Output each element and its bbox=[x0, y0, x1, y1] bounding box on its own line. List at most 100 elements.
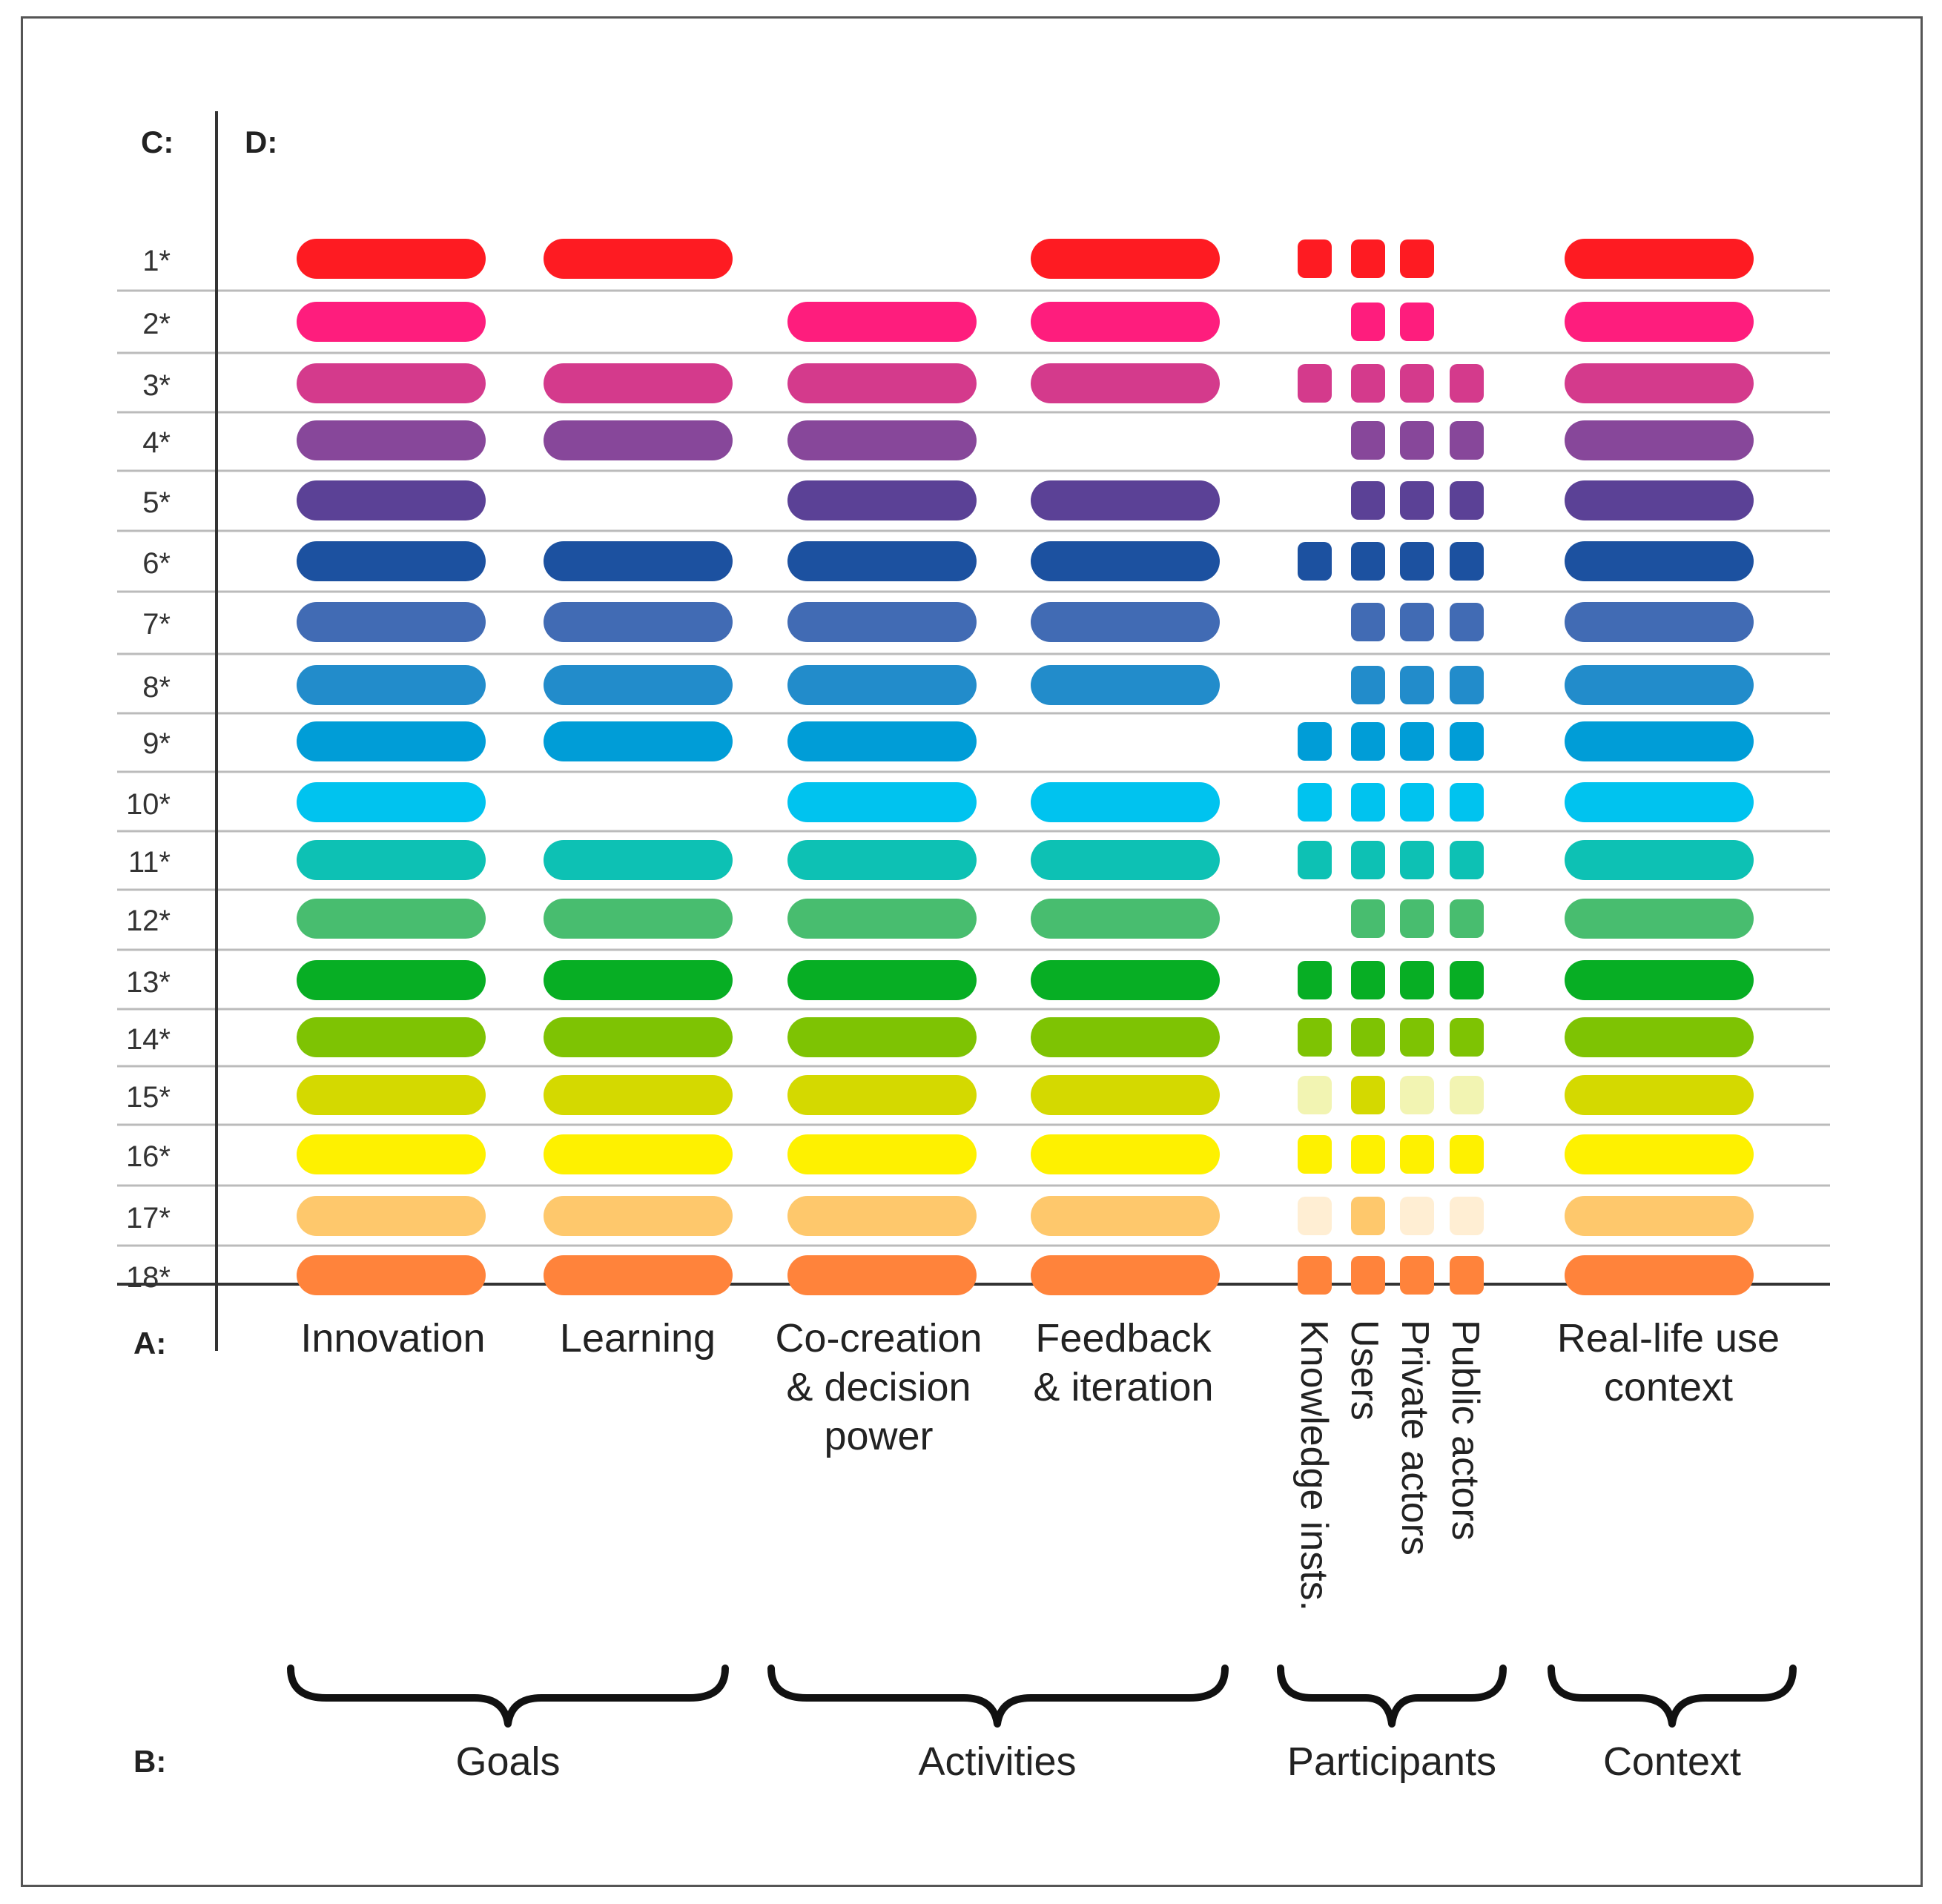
participant-square-row11-p4 bbox=[1450, 841, 1484, 879]
participant-square-row2-p3 bbox=[1400, 303, 1434, 341]
column-label-users: Users bbox=[1343, 1320, 1386, 1421]
participant-square-row9-p2 bbox=[1351, 722, 1385, 761]
row-label: 12* bbox=[125, 905, 171, 937]
bar-row18-col3 bbox=[787, 1255, 977, 1295]
bar-row4-col3 bbox=[787, 420, 977, 460]
bar-row12-col2 bbox=[544, 899, 733, 939]
participant-square-row1-p1 bbox=[1298, 239, 1332, 278]
bar-row10-col3 bbox=[787, 782, 977, 822]
bar-row14-col2 bbox=[544, 1017, 733, 1057]
participant-square-row2-p2 bbox=[1351, 303, 1385, 341]
bar-row1-col4 bbox=[1031, 239, 1220, 279]
participant-square-row10-p4 bbox=[1450, 783, 1484, 822]
row-label: 6* bbox=[142, 547, 171, 580]
brace-activities bbox=[767, 1665, 1229, 1728]
row-label: 1* bbox=[142, 245, 171, 277]
bar-row16-col3 bbox=[787, 1134, 977, 1174]
bar-row7-col4 bbox=[1031, 602, 1220, 642]
row-label: 7* bbox=[142, 608, 171, 641]
bar-row6-col2 bbox=[544, 541, 733, 581]
column-label-innovation: Innovation bbox=[300, 1316, 486, 1361]
bar-row10-col5 bbox=[1565, 782, 1754, 822]
bar-row16-col2 bbox=[544, 1134, 733, 1174]
bar-row2-col5 bbox=[1565, 302, 1754, 342]
bar-row8-col2 bbox=[544, 665, 733, 705]
row-label: 17* bbox=[125, 1202, 171, 1234]
bar-row8-col1 bbox=[297, 665, 486, 705]
participant-square-row12-p4 bbox=[1450, 899, 1484, 938]
participant-square-row13-p1 bbox=[1298, 961, 1332, 999]
bar-row6-col1 bbox=[297, 541, 486, 581]
participant-square-row13-p4 bbox=[1450, 961, 1484, 999]
bar-row17-col1 bbox=[297, 1196, 486, 1236]
participant-square-row18-p2 bbox=[1351, 1256, 1385, 1295]
bar-row4-col2 bbox=[544, 420, 733, 460]
participant-square-row14-p3 bbox=[1400, 1018, 1434, 1057]
axis-label-a: A: bbox=[133, 1326, 167, 1361]
bar-row10-col4 bbox=[1031, 782, 1220, 822]
participant-square-row18-p3 bbox=[1400, 1256, 1434, 1295]
bar-row15-col2 bbox=[544, 1075, 733, 1115]
bar-row17-col2 bbox=[544, 1196, 733, 1236]
bar-row7-col1 bbox=[297, 602, 486, 642]
participant-square-row15-p4 bbox=[1450, 1076, 1484, 1114]
group-label-goals: Goals bbox=[455, 1739, 561, 1784]
participant-square-row4-p2 bbox=[1351, 421, 1385, 460]
group-label-participants: Participants bbox=[1287, 1739, 1497, 1784]
bar-row14-col5 bbox=[1565, 1017, 1754, 1057]
participant-square-row17-p1 bbox=[1298, 1197, 1332, 1235]
bar-row13-col3 bbox=[787, 960, 977, 1000]
bar-row12-col1 bbox=[297, 899, 486, 939]
participant-square-row6-p1 bbox=[1298, 542, 1332, 581]
bar-row17-col5 bbox=[1565, 1196, 1754, 1236]
bar-row11-col3 bbox=[787, 840, 977, 880]
participant-square-row15-p1 bbox=[1298, 1076, 1332, 1114]
participant-square-row14-p2 bbox=[1351, 1018, 1385, 1057]
participant-square-row10-p1 bbox=[1298, 783, 1332, 822]
participant-square-row5-p3 bbox=[1400, 481, 1434, 520]
bar-row1-col5 bbox=[1565, 239, 1754, 279]
bar-row4-col5 bbox=[1565, 420, 1754, 460]
row-label: 13* bbox=[125, 966, 171, 999]
bar-row16-col5 bbox=[1565, 1134, 1754, 1174]
bar-row15-col1 bbox=[297, 1075, 486, 1115]
row-label: 15* bbox=[125, 1081, 171, 1114]
participant-square-row1-p3 bbox=[1400, 239, 1434, 278]
bar-row12-col5 bbox=[1565, 899, 1754, 939]
participant-square-row1-p2 bbox=[1351, 239, 1385, 278]
bar-row3-col2 bbox=[544, 363, 733, 403]
bar-row12-col4 bbox=[1031, 899, 1220, 939]
bar-row15-col5 bbox=[1565, 1075, 1754, 1115]
bar-row6-col4 bbox=[1031, 541, 1220, 581]
row-label: 2* bbox=[142, 308, 171, 340]
bar-row2-col1 bbox=[297, 302, 486, 342]
participant-square-row16-p2 bbox=[1351, 1135, 1385, 1174]
row-label: 3* bbox=[142, 369, 171, 402]
participant-square-row3-p3 bbox=[1400, 364, 1434, 403]
participant-square-row12-p3 bbox=[1400, 899, 1434, 938]
participant-square-row16-p4 bbox=[1450, 1135, 1484, 1174]
bar-row18-col2 bbox=[544, 1255, 733, 1295]
bar-row3-col3 bbox=[787, 363, 977, 403]
bar-row11-col4 bbox=[1031, 840, 1220, 880]
bar-row6-col3 bbox=[787, 541, 977, 581]
participant-square-row11-p2 bbox=[1351, 841, 1385, 879]
participant-square-row5-p2 bbox=[1351, 481, 1385, 520]
participant-square-row8-p4 bbox=[1450, 666, 1484, 704]
participant-square-row4-p4 bbox=[1450, 421, 1484, 460]
column-label-public-actors: Public actors bbox=[1444, 1320, 1487, 1541]
bar-row18-col4 bbox=[1031, 1255, 1220, 1295]
bar-row18-col1 bbox=[297, 1255, 486, 1295]
brace-participants bbox=[1277, 1665, 1507, 1728]
participant-square-row6-p2 bbox=[1351, 542, 1385, 581]
bar-row7-col2 bbox=[544, 602, 733, 642]
bar-row7-col5 bbox=[1565, 602, 1754, 642]
bar-row13-col4 bbox=[1031, 960, 1220, 1000]
bar-row15-col4 bbox=[1031, 1075, 1220, 1115]
bar-row7-col3 bbox=[787, 602, 977, 642]
brace-context bbox=[1548, 1665, 1797, 1728]
bar-row9-col1 bbox=[297, 721, 486, 761]
bar-row13-col1 bbox=[297, 960, 486, 1000]
bar-row3-col1 bbox=[297, 363, 486, 403]
